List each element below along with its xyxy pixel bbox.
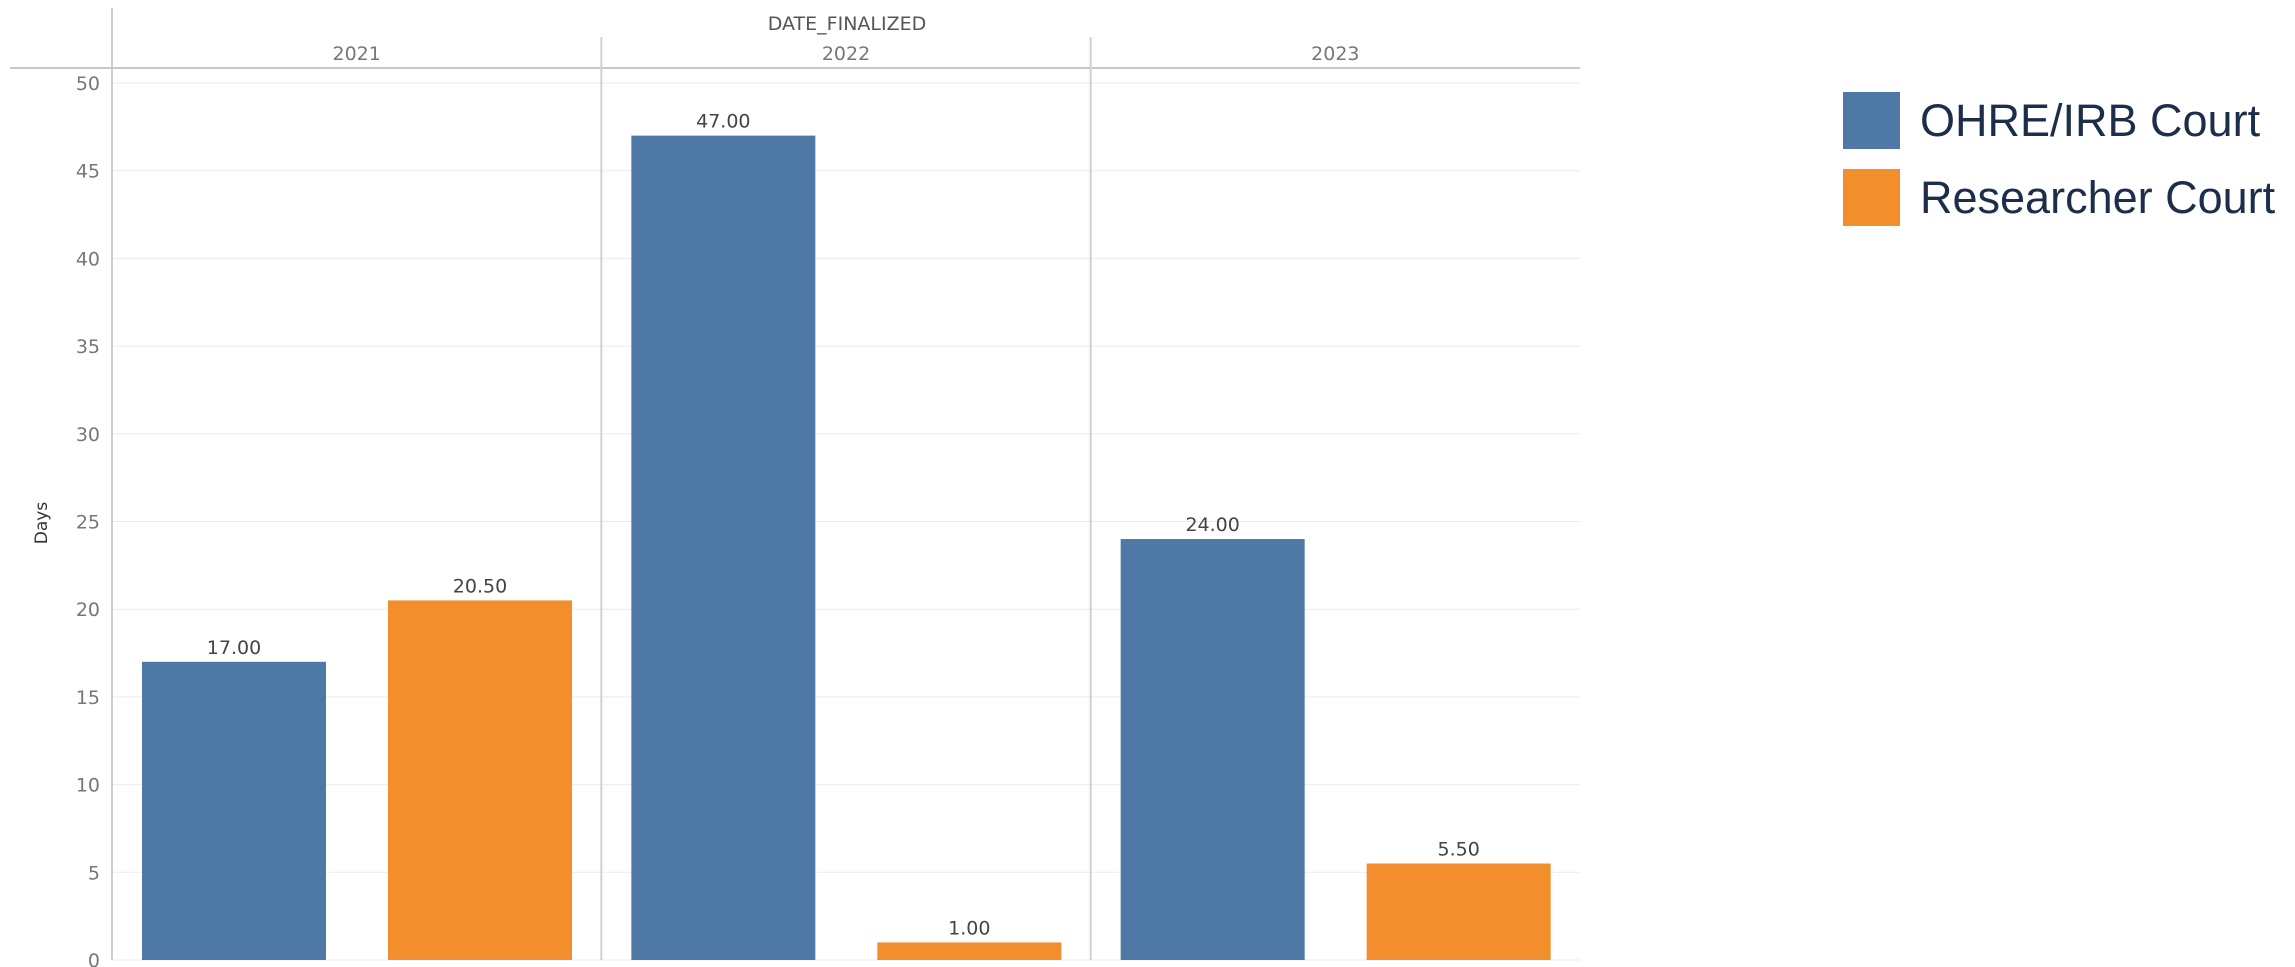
bar-researcher-court-2022[interactable]: [877, 942, 1062, 960]
legend-item-researcher-court[interactable]: Researcher Court: [1843, 169, 2275, 226]
bar-researcher-court-2021[interactable]: [388, 600, 572, 960]
bar-ohre-irb-court-2022[interactable]: [631, 135, 816, 960]
bar-ohre-irb-court-2023[interactable]: [1120, 539, 1305, 960]
data-label: 5.50: [1438, 839, 1480, 861]
chart-frame: [10, 8, 1580, 960]
data-label: 24.00: [1185, 514, 1239, 536]
column-headers: 2021 2022 2023: [332, 43, 1359, 65]
y-tick-label: 35: [76, 336, 100, 358]
data-label: 1.00: [948, 917, 990, 939]
column-header-2021: 2021: [332, 43, 380, 65]
y-tick-label: 15: [76, 687, 100, 709]
legend-label: Researcher Court: [1920, 171, 2276, 223]
y-tick-label: 0: [88, 950, 100, 967]
legend: OHRE/IRB Court Researcher Court: [1843, 92, 2275, 246]
column-header-2022: 2022: [822, 43, 870, 65]
bar-ohre-irb-court-2021[interactable]: [142, 661, 326, 960]
bar-chart: DATE_FINALIZED Days 0 5 10 15 20 25 30 35 40 45 50…: [10, 8, 1580, 967]
data-label: 17.00: [207, 637, 261, 659]
y-tick-label: 10: [76, 775, 100, 797]
data-labels: 17.00 20.50 47.00 1.00 24.00 5.50: [207, 111, 1480, 940]
column-header-2023: 2023: [1311, 43, 1359, 65]
y-tick-label: 40: [76, 248, 100, 270]
y-tick-label: 30: [76, 424, 100, 446]
legend-swatch: [1843, 169, 1900, 226]
legend-label: OHRE/IRB Court: [1920, 94, 2261, 146]
gridlines: [112, 82, 1580, 961]
data-label: 47.00: [696, 111, 750, 133]
bars: [142, 135, 1551, 960]
y-tick-label: 50: [76, 73, 100, 95]
y-tick-label: 5: [88, 862, 100, 884]
y-axis-ticks: 0 5 10 15 20 25 30 35 40 45 50: [76, 73, 100, 967]
y-tick-label: 25: [76, 512, 100, 534]
column-header-title: DATE_FINALIZED: [768, 13, 927, 35]
y-tick-label: 45: [76, 161, 100, 183]
legend-swatch: [1843, 92, 1900, 149]
y-tick-label: 20: [76, 599, 100, 621]
data-label: 20.50: [453, 575, 507, 597]
y-axis-label: Days: [32, 502, 52, 545]
bar-researcher-court-2023[interactable]: [1366, 863, 1551, 960]
legend-item-ohre-irb-court[interactable]: OHRE/IRB Court: [1843, 92, 2275, 149]
